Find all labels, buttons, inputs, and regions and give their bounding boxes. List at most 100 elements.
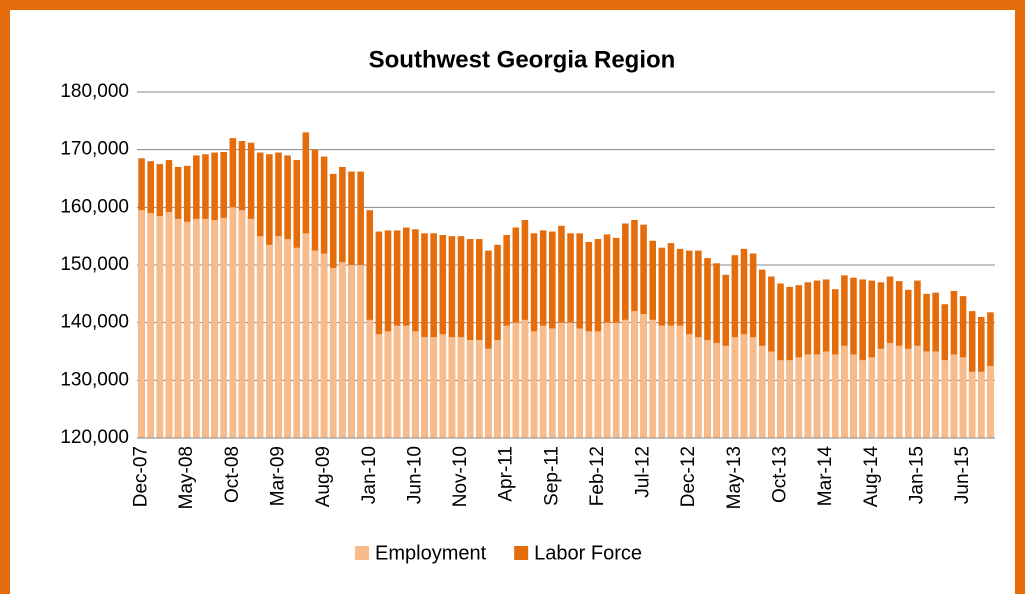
bar [704,339,711,438]
legend-swatch [355,546,369,560]
bar [923,351,930,438]
bar [813,354,821,438]
bar [430,233,437,438]
bar [768,351,775,438]
x-tick-label: Jul-12 [633,446,654,498]
y-tick-label: 140,000 [60,312,129,333]
bar [384,331,392,438]
x-tick-label: Dec-12 [678,446,699,507]
y-tick-label: 130,000 [60,369,129,390]
bar [147,213,154,438]
bar [749,337,757,438]
bar [165,211,173,438]
bar [530,331,538,438]
x-tick-label: Oct-08 [222,446,243,503]
bar [421,337,428,438]
bar [758,345,766,438]
bar [877,348,885,438]
bar [439,334,447,438]
bar [804,354,812,438]
legend-label: Labor Force [534,542,642,564]
chart-title: Southwest Georgia Region [369,46,676,73]
bar [193,218,200,438]
bar [612,322,620,438]
y-tick-label: 160,000 [60,196,129,217]
bar [320,253,328,438]
bar [795,357,803,438]
bar [375,334,383,438]
x-tick-label: Sep-11 [541,446,562,506]
bar [503,325,510,438]
bar [886,342,894,438]
bar [339,262,346,438]
bar [740,334,748,438]
bar [731,337,739,438]
bar [549,328,556,438]
bar [512,322,520,438]
x-tick-label: Aug-09 [313,446,334,507]
x-tick-label: Aug-14 [861,446,882,508]
bar [521,319,529,438]
bar [220,217,227,438]
x-tick-label: Nov-10 [450,446,471,507]
bar [713,342,720,438]
bar [366,319,374,438]
bar [494,339,501,438]
bar [357,265,364,438]
x-tick-label: Oct-13 [770,446,791,503]
bar [393,325,401,438]
bar [895,345,903,438]
bar [485,348,492,438]
bar [676,325,684,438]
bar [868,357,876,438]
bar [841,345,848,438]
bar [466,239,474,438]
x-tick-label: Apr-11 [496,446,517,502]
bar [174,218,182,438]
bar [594,331,602,438]
bar [831,354,839,438]
bar [978,371,985,438]
bar [293,247,301,438]
bar [786,360,793,438]
bar [576,328,583,438]
bar [202,218,209,438]
x-tick-label: Dec-07 [131,446,152,507]
bar [211,220,218,438]
bar [457,337,465,438]
bar [183,221,191,438]
bar [476,339,483,438]
bar [238,210,246,438]
bar [266,244,273,438]
bar [539,325,547,438]
bar [247,218,255,438]
bar [558,322,565,438]
x-tick-label: May-08 [176,446,197,509]
bar [402,325,410,438]
bar [448,337,456,438]
legend-label: Employment [375,542,487,564]
bar [284,239,291,438]
bar [156,215,164,438]
bar [476,239,483,438]
bar [585,331,593,438]
bar [905,348,912,438]
bar [932,351,939,438]
bar [302,233,310,438]
bar [658,325,666,438]
bar [859,360,866,438]
bar [959,357,967,438]
bar [311,250,319,438]
bar [640,314,647,438]
bar [421,233,428,438]
bar [941,360,949,438]
bar [229,207,237,438]
y-tick-label: 170,000 [60,139,129,160]
legend-swatch [514,546,529,560]
bar [329,267,337,438]
bar [348,265,355,438]
bar [850,354,857,438]
bar [950,354,958,438]
